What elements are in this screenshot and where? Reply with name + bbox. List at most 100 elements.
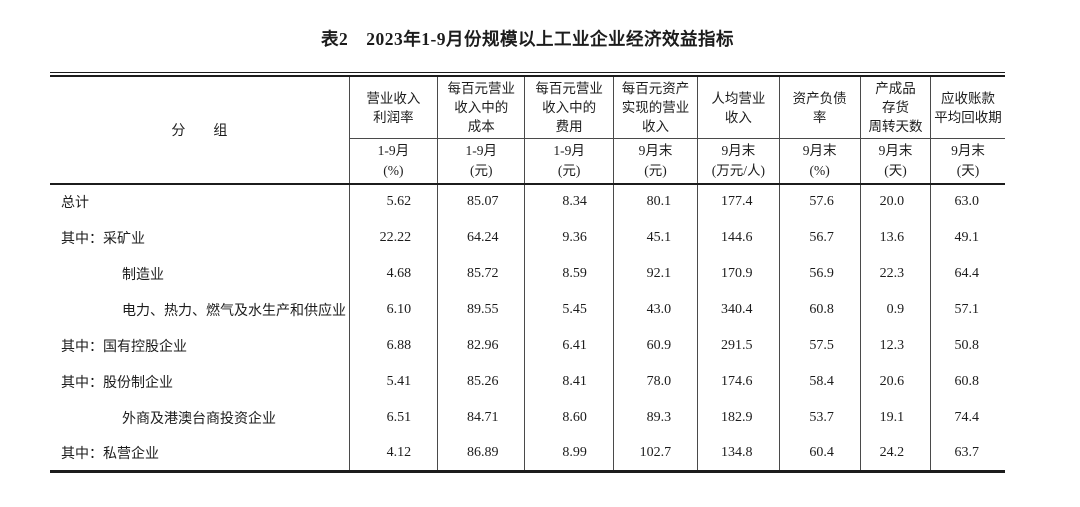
column-header-3: 每百元营业 收入中的 费用 (524, 77, 614, 140)
table-row: 其中：国有控股企业 6.88 82.96 6.41 60.9 291.5 57.5 12.3 5… (50, 327, 1005, 364)
cell-value: 20.6 (859, 363, 931, 400)
cell-value: 4.12 (348, 435, 438, 472)
cell-value: 13.6 (859, 219, 931, 256)
cell-value: 134.8 (697, 435, 779, 472)
column-header-1: 营业收入 利润率 (348, 77, 438, 140)
column-unit-6: 9月末 (%) (778, 138, 861, 185)
cell-value: 43.0 (612, 291, 698, 328)
column-header-8: 应收账款 平均回收期 (930, 77, 1005, 140)
column-header-4: 每百元资产 实现的营业 收入 (612, 77, 698, 140)
cell-value: 177.4 (697, 183, 779, 220)
cell-value: 85.07 (437, 183, 525, 220)
cell-value: 60.8 (778, 291, 861, 328)
cell-value: 12.3 (859, 327, 931, 364)
cell-value: 8.99 (524, 435, 614, 472)
row-label: 其中：采矿业 (61, 231, 145, 247)
economic-indicators-table: 分 组 营业收入 利润率 每百元营业 收入中的 成本 每百元营业 收入中的 费用 每百… (50, 77, 1005, 474)
cell-value: 56.7 (778, 219, 861, 256)
cell-value: 63.7 (930, 435, 1005, 472)
cell-value: 49.1 (930, 219, 1005, 256)
cell-value: 5.45 (524, 291, 614, 328)
cell-value: 82.96 (437, 327, 525, 364)
cell-value: 8.34 (524, 183, 614, 220)
cell-value: 8.60 (524, 399, 614, 436)
cell-value: 85.72 (437, 255, 525, 292)
cell-value: 64.24 (437, 219, 525, 256)
table-row: 总计 5.62 85.07 8.34 80.1 177.4 57.6 20.0 63.0 (50, 183, 1005, 220)
cell-value: 89.3 (612, 399, 698, 436)
cell-value: 340.4 (697, 291, 779, 328)
cell-value: 56.9 (778, 255, 861, 292)
cell-value: 6.10 (348, 291, 438, 328)
cell-value: 20.0 (859, 183, 931, 220)
document-page: 表2 2023年1-9月份规模以上工业企业经济效益指标 分 组 营业收入 利润率… (0, 26, 1080, 507)
column-unit-8: 9月末 (天) (930, 138, 1005, 185)
top-rule-thin (50, 72, 1005, 73)
row-label: 其中：私营企业 (61, 446, 159, 462)
cell-value: 60.9 (612, 327, 698, 364)
cell-value: 53.7 (778, 399, 861, 436)
cell-value: 57.5 (778, 327, 861, 364)
table-title: 表2 2023年1-9月份规模以上工业企业经济效益指标 (320, 29, 735, 49)
row-label: 其中：股份制企业 (61, 375, 173, 391)
column-unit-3: 1-9月 (元) (524, 138, 614, 185)
cell-value: 182.9 (697, 399, 779, 436)
cell-value: 24.2 (859, 435, 931, 472)
cell-value: 57.1 (930, 291, 1005, 328)
cell-value: 22.22 (348, 219, 438, 256)
cell-value: 89.55 (437, 291, 525, 328)
table-row: 其中：采矿业 22.22 64.24 9.36 45.1 144.6 56.7 13.6 49.… (50, 219, 1005, 256)
cell-value: 64.4 (930, 255, 1005, 292)
cell-value: 102.7 (612, 435, 698, 472)
cell-value: 22.3 (859, 255, 931, 292)
cell-value: 9.36 (524, 219, 614, 256)
cell-value: 6.51 (348, 399, 438, 436)
row-label: 制造业 (122, 267, 164, 283)
row-label: 电力、热力、燃气及水生产和供应业 (122, 303, 346, 319)
cell-value: 174.6 (697, 363, 779, 400)
cell-value: 170.9 (697, 255, 779, 292)
cell-value: 57.6 (778, 183, 861, 220)
column-unit-7: 9月末 (天) (859, 138, 931, 185)
cell-value: 144.6 (697, 219, 779, 256)
cell-value: 63.0 (930, 183, 1005, 220)
cell-value: 80.1 (612, 183, 698, 220)
row-label: 外商及港澳台商投资企业 (122, 411, 276, 427)
table-row: 制造业 4.68 85.72 8.59 92.1 170.9 56.9 22.3 64.4 (50, 255, 1005, 292)
cell-value: 60.8 (930, 363, 1005, 400)
cell-value: 5.41 (348, 363, 438, 400)
header-row-groups: 分 组 营业收入 利润率 每百元营业 收入中的 成本 每百元营业 收入中的 费用 每百… (50, 77, 1005, 185)
column-unit-5: 9月末 (万元/人) (697, 138, 779, 185)
column-unit-1: 1-9月 (%) (348, 138, 438, 185)
cell-value: 78.0 (612, 363, 698, 400)
indicators-table-wrap: 分 组 营业收入 利润率 每百元营业 收入中的 成本 每百元营业 收入中的 费用 每百… (50, 72, 1005, 474)
cell-value: 58.4 (778, 363, 861, 400)
cell-value: 50.8 (930, 327, 1005, 364)
cell-value: 8.59 (524, 255, 614, 292)
cell-value: 85.26 (437, 363, 525, 400)
cell-value: 291.5 (697, 327, 779, 364)
table-row: 外商及港澳台商投资企业 6.51 84.71 8.60 89.3 182.9 53.7 19.… (50, 399, 1005, 436)
cell-value: 0.9 (859, 291, 931, 328)
cell-value: 8.41 (524, 363, 614, 400)
group-column-header: 分 组 (50, 77, 350, 185)
cell-value: 19.1 (859, 399, 931, 436)
cell-value: 45.1 (612, 219, 698, 256)
cell-value: 6.41 (524, 327, 614, 364)
cell-value: 60.4 (778, 435, 861, 472)
table-row: 电力、热力、燃气及水生产和供应业 6.10 89.55 5.45 43.0 340.4 60… (50, 291, 1005, 328)
top-rule-thick (50, 75, 1005, 77)
table-row: 其中：私营企业 4.12 86.89 8.99 102.7 134.8 60.4 24.2 63… (50, 435, 1005, 472)
column-header-6: 资产负债 率 (778, 77, 861, 140)
cell-value: 5.62 (348, 183, 438, 220)
column-unit-4: 9月末 (元) (612, 138, 698, 185)
column-header-7: 产成品 存货 周转天数 (859, 77, 931, 140)
column-header-2: 每百元营业 收入中的 成本 (437, 77, 525, 140)
table-row: 其中：股份制企业 5.41 85.26 8.41 78.0 174.6 58.4 20.6 60… (50, 363, 1005, 400)
table-body: 总计 5.62 85.07 8.34 80.1 177.4 57.6 20.0 63.0 其中：采… (50, 183, 1005, 472)
column-header-5: 人均营业 收入 (697, 77, 779, 140)
cell-value: 4.68 (348, 255, 438, 292)
cell-value: 84.71 (437, 399, 525, 436)
cell-value: 74.4 (930, 399, 1005, 436)
cell-value: 86.89 (437, 435, 525, 472)
